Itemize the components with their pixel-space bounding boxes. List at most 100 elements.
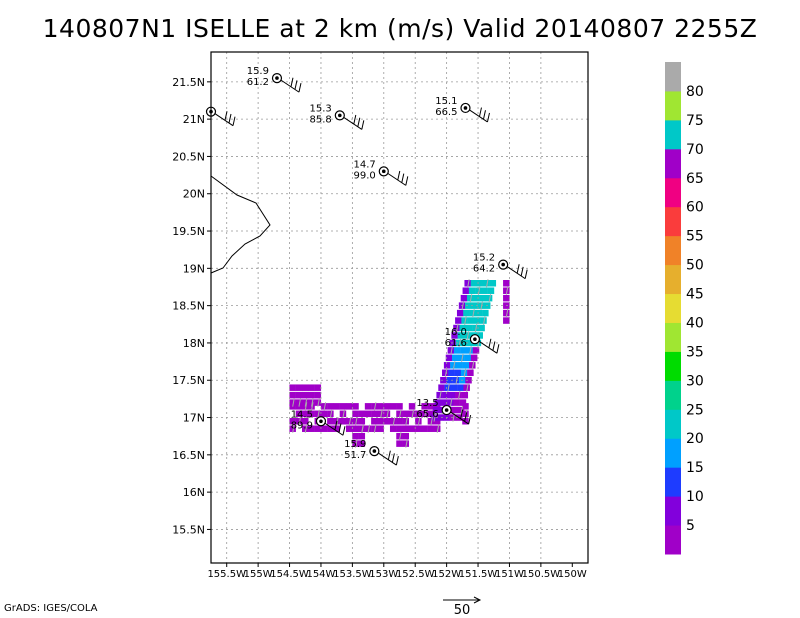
x-tick-label: 153W [369, 569, 398, 580]
wind-arrow [405, 439, 408, 448]
wind-barb-flag [387, 450, 391, 460]
wind-speed-cell [427, 410, 435, 418]
wind-speed-cell [460, 369, 468, 377]
colorbar-segment [665, 380, 681, 410]
wind-speed-cell [460, 347, 467, 354]
wind-arrow [392, 417, 396, 426]
wind-arrow [482, 316, 486, 325]
colorbar-label: 50 [686, 258, 704, 274]
wind-arrow [464, 316, 467, 325]
colorbar-segment [665, 496, 681, 526]
wind-speed-cell [445, 354, 453, 362]
wind-arrow [380, 409, 383, 418]
vector-scale-arrowhead [473, 596, 482, 604]
wind-speed-cell [446, 376, 453, 384]
wind-arrow [480, 301, 483, 310]
wind-speed-cell [352, 432, 359, 440]
wind-speed-cell [453, 347, 461, 354]
wind-speed-cell [440, 376, 447, 384]
wind-barb-flag [460, 409, 464, 419]
wind-speed-cell [450, 384, 458, 391]
wind-barb-staff [506, 266, 526, 280]
wind-speed-cell [364, 410, 372, 418]
wind-speed-cell [461, 391, 469, 399]
x-tick-label: 150.5W [522, 569, 561, 580]
station-label-bottom: 61.2 [247, 77, 269, 88]
wind-speed-cell [437, 414, 444, 421]
wind-speed-cell [364, 425, 372, 432]
colorbar-segment [665, 293, 681, 323]
wind-speed-cell [465, 324, 473, 332]
station-plot: 13.565.6 [416, 398, 472, 425]
wind-barb-flag [290, 77, 294, 87]
y-tick-label: 18N [183, 337, 205, 350]
wind-speed-cell [327, 425, 334, 432]
wind-speed-cell [308, 410, 315, 418]
colorbar-label: 80 [686, 84, 704, 100]
wind-speed-cell [408, 403, 416, 410]
y-tick-label: 19N [183, 262, 205, 275]
station-marker-center [463, 106, 468, 110]
wind-speed-cell [327, 410, 334, 418]
wind-speed-cell [464, 354, 472, 362]
wind-arrow [461, 353, 464, 362]
colorbar: 5 10 15 20 25 30 35 40 45 50 55 60 65 70 75 80 [665, 62, 704, 555]
station-label-bottom: 99.0 [354, 170, 376, 181]
wind-speed-cell [457, 406, 465, 414]
wind-speed-cell [427, 418, 435, 425]
wind-speed-cell [415, 410, 422, 418]
wind-barb-flag [361, 120, 365, 130]
wind-speed-cell [352, 440, 359, 447]
wind-speed-cell [476, 280, 484, 287]
grid-lines [211, 52, 588, 563]
wind-arrow [450, 346, 453, 355]
y-tick-label: 16.5N [172, 449, 205, 462]
wind-speed-cell [396, 432, 403, 440]
colorbar-segment [665, 119, 681, 150]
wind-speed-cell [320, 403, 328, 410]
wind-arrows [292, 279, 509, 448]
wind-speed-cell [339, 410, 347, 418]
coastline [210, 175, 271, 274]
station-label-top: 15.1 [435, 96, 457, 107]
wind-arrow [458, 338, 462, 348]
wind-arrow [474, 323, 478, 333]
wind-speed-cell [352, 403, 359, 410]
colorbar-segment [665, 438, 681, 468]
y-tick-label: 16N [183, 486, 205, 499]
wind-speed-cell [289, 418, 296, 425]
wind-speed-cell [427, 403, 435, 410]
station-plot: 16.061.6 [445, 327, 500, 354]
wind-barb-flag [478, 107, 482, 117]
wind-arrow [292, 398, 295, 407]
wind-arrow [304, 398, 308, 407]
wind-barb-flag [357, 117, 361, 127]
wind-speed-cell [327, 418, 334, 425]
wind-speed-cell [383, 410, 391, 418]
wind-speed-cell [314, 410, 322, 418]
wind-arrow [355, 439, 358, 448]
colorbar-segment [665, 90, 681, 121]
wind-speed-cell [308, 391, 315, 399]
wind-speed-cell [453, 399, 460, 406]
wind-speed-cell [289, 399, 296, 406]
wind-arrow [471, 361, 475, 370]
wind-speed-cell [339, 418, 347, 425]
wind-arrow [477, 286, 481, 295]
wind-speed-cell [469, 362, 476, 369]
wind-arrow [386, 409, 389, 418]
station-label-top: 15.3 [310, 103, 332, 114]
y-tick-label: 21.5N [172, 76, 205, 89]
wind-speed-cell [302, 399, 309, 406]
wind-barb-staff [450, 411, 469, 425]
wind-barb-flag [492, 341, 496, 351]
station-plot: 14.589.9 [291, 409, 346, 436]
wind-speed-cell [455, 339, 463, 347]
wind-speed-cell [452, 354, 459, 362]
wind-arrow [304, 402, 308, 411]
wind-speed-cell [454, 369, 462, 377]
wind-arrow [342, 409, 345, 418]
x-tick-label: 151W [495, 569, 524, 580]
station-label-top: 16.0 [445, 327, 467, 338]
